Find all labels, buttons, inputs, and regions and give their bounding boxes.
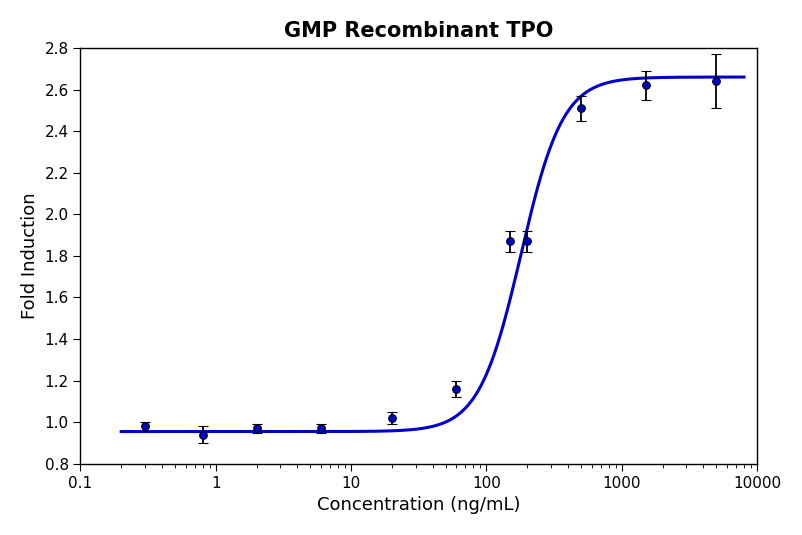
Y-axis label: Fold Induction: Fold Induction [21,193,38,319]
X-axis label: Concentration (ng/mL): Concentration (ng/mL) [317,496,520,514]
Title: GMP Recombinant TPO: GMP Recombinant TPO [284,21,553,41]
